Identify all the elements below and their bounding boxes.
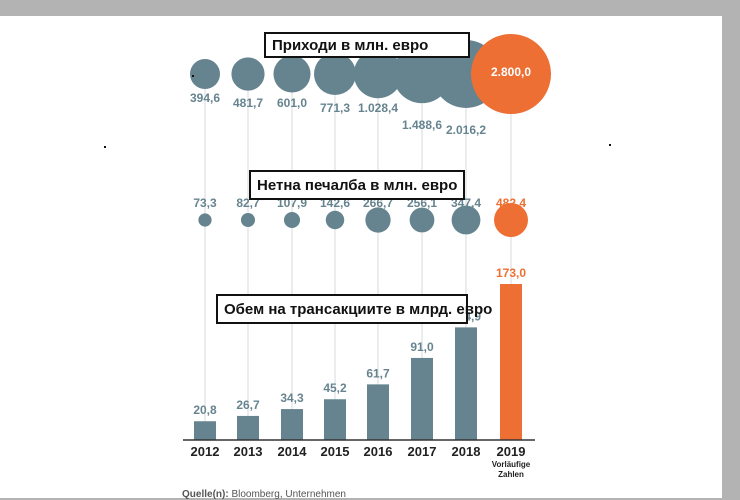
revenue-value-label: 2.800,0: [491, 65, 531, 79]
net-profit-bubble: [494, 203, 528, 237]
net-profit-bubble: [451, 205, 481, 235]
transaction-volume-value-label: 173,0: [496, 266, 526, 280]
transaction-volume-bar: [281, 409, 303, 440]
revenue-bubble: [231, 57, 265, 91]
revenue-bubble: [189, 58, 221, 90]
preliminary-note-line: Vorläufige: [492, 460, 531, 469]
year-tick-label: 2014: [278, 444, 308, 459]
transaction-volume-bar: [324, 399, 346, 440]
stray-dot: [104, 146, 106, 148]
net-profit-bubble: [325, 210, 345, 230]
net-profit-bubble: [283, 211, 301, 229]
revenue-value-label: 1.488,6: [402, 118, 442, 132]
transaction-volume-value-label: 20,8: [193, 403, 217, 417]
revenue-bubble: [471, 34, 551, 114]
net-profit-bubble: [365, 207, 391, 233]
stray-dot: [192, 75, 194, 77]
transaction-volume-value-label: 61,7: [366, 366, 390, 380]
revenue-bubble: [353, 49, 403, 99]
transaction-volume-value-label: 26,7: [236, 398, 260, 412]
net-profit-value-label: 73,3: [193, 196, 217, 210]
revenue-bubble: [314, 53, 356, 95]
year-tick-label: 2019: [497, 444, 526, 459]
transaction-volume-bar: [500, 284, 522, 440]
revenue-value-label: 601,0: [277, 96, 307, 110]
year-tick-label: 2017: [408, 444, 437, 459]
year-tick-label: 2016: [364, 444, 393, 459]
revenue-value-label: 394,6: [190, 91, 220, 105]
source-note: Quelle(n): Bloomberg, Unternehmen: [182, 489, 346, 500]
revenue-bubble: [273, 55, 311, 93]
revenue-value-label: 1.028,4: [358, 101, 398, 115]
revenue-value-label: 481,7: [233, 96, 263, 110]
year-tick-label: 2013: [234, 444, 263, 459]
source-text: Bloomberg, Unternehmen: [231, 489, 346, 500]
transaction-volume-title: Обем на трансакциите в млрд. евро: [216, 294, 492, 324]
transaction-volume-bar: [411, 357, 433, 440]
transaction-volume-bar: [237, 415, 259, 440]
infographic-chart: 394,6 481,7 601,0 771,3 1.028,4 1.488,6 2.016,…: [183, 34, 551, 479]
net-profit-value-label: 482,4: [496, 196, 526, 210]
net-profit-bubble: [198, 213, 212, 227]
revenue-title: Приходи в млн. евро: [264, 32, 470, 58]
transaction-volume-value-label: 91,0: [410, 340, 434, 354]
source-prefix: Quelle(n):: [182, 489, 229, 500]
transaction-volume-value-label: 34,3: [280, 391, 304, 405]
year-tick-label: 2018: [452, 444, 481, 459]
net-profit-title: Нетна печалба в млн. евро: [249, 170, 465, 200]
chart-panel: 394,6 481,7 601,0 771,3 1.028,4 1.488,6 2.016,…: [0, 16, 722, 498]
preliminary-note-line: Zahlen: [498, 470, 524, 479]
transaction-volume-bar: [367, 384, 389, 440]
stray-dot: [609, 144, 611, 146]
transaction-volume-bar: [194, 421, 216, 440]
year-tick-label: 2012: [191, 444, 220, 459]
net-profit-bubble: [409, 207, 435, 233]
revenue-value-label: 2.016,2: [446, 123, 486, 137]
year-tick-label: 2015: [321, 444, 350, 459]
transaction-volume-value-label: 45,2: [323, 381, 347, 395]
transaction-volume-bar: [455, 327, 477, 440]
net-profit-bubble: [240, 212, 256, 228]
revenue-value-label: 771,3: [320, 101, 350, 115]
